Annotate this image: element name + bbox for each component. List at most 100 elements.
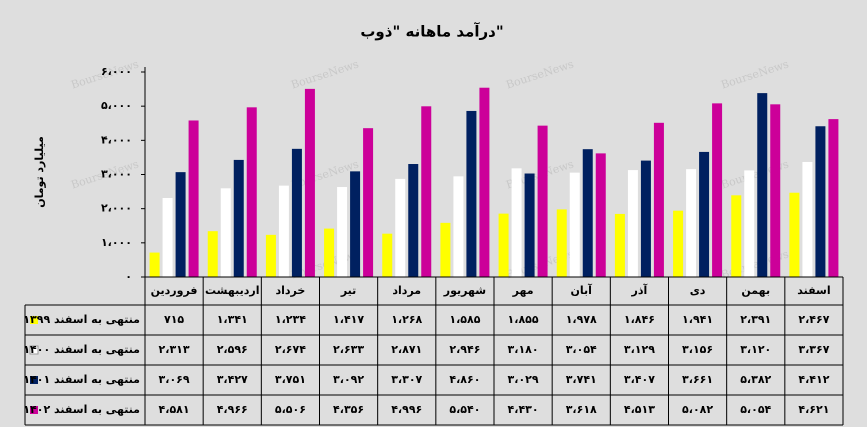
legend-swatch	[29, 345, 39, 355]
bar	[291, 148, 302, 277]
bar	[640, 160, 651, 277]
bar	[744, 170, 755, 277]
table-value: ۴،۳۵۶	[333, 403, 364, 416]
y-tick-label: ۴،۰۰۰	[101, 133, 132, 146]
bar	[686, 169, 697, 277]
table-value: ۲،۳۹۱	[740, 313, 771, 326]
bar	[453, 176, 464, 277]
bar	[382, 233, 393, 277]
table-value: ۴،۹۶۶	[217, 403, 248, 416]
bar	[246, 107, 257, 277]
table-value: ۳،۱۵۶	[682, 343, 713, 356]
category-label: اردیبهشت	[205, 284, 259, 297]
bar	[395, 178, 406, 277]
table-value: ۱،۲۳۴	[275, 313, 306, 326]
category-label: مهر	[512, 284, 534, 297]
table-value: ۲،۵۹۶	[217, 343, 248, 356]
table-value: ۴،۸۶۰	[449, 373, 480, 386]
bar	[770, 104, 781, 278]
bar	[466, 110, 477, 277]
table-value: ۳،۳۰۷	[391, 373, 422, 386]
bar	[569, 172, 580, 277]
legend-label: منتهی به اسفند ۱۴۰۲	[23, 403, 140, 416]
table-value: ۳،۶۶۱	[682, 373, 713, 386]
category-label: مرداد	[392, 284, 421, 297]
bar	[350, 171, 361, 277]
table-value: ۳،۷۴۱	[566, 373, 597, 386]
bar	[408, 164, 419, 277]
bar	[524, 173, 535, 277]
table-value: ۵،۵۴۰	[449, 403, 480, 416]
category-label: خرداد	[275, 284, 305, 297]
table-value: ۴،۴۱۲	[798, 373, 829, 386]
table-value: ۵،۳۸۲	[740, 373, 771, 386]
bar	[421, 106, 432, 277]
table-value: ۲،۸۷۱	[391, 343, 422, 356]
bar	[511, 168, 522, 277]
table-value: ۵،۵۰۶	[275, 403, 306, 416]
y-axis-label: میلیارد تومان	[33, 136, 46, 208]
legend-swatch	[30, 376, 38, 384]
bar	[757, 93, 768, 278]
chart-title: درآمد ماهانه "ذوب"	[360, 23, 503, 41]
table-value: ۳،۳۶۷	[798, 343, 829, 356]
table-value: ۱،۵۸۵	[449, 313, 480, 326]
table-value: ۳،۰۶۹	[159, 373, 190, 386]
bar	[220, 188, 231, 277]
bar	[363, 128, 374, 277]
bar	[233, 159, 244, 277]
bar	[265, 234, 276, 277]
bar	[556, 209, 567, 277]
table-value: ۳،۷۵۱	[275, 373, 306, 386]
y-tick-label: ۰	[125, 270, 132, 283]
bar	[304, 88, 315, 278]
table-value: ۱،۴۱۷	[333, 313, 364, 326]
table-value: ۲،۶۳۳	[333, 343, 364, 356]
y-tick-label: ۲،۰۰۰	[101, 202, 132, 215]
bar	[278, 185, 289, 277]
table-value: ۷۱۵	[164, 313, 184, 326]
bar	[479, 87, 490, 277]
legend-label: منتهی به اسفند ۱۳۹۹	[23, 313, 140, 326]
bar	[207, 231, 218, 277]
bar	[699, 151, 710, 277]
table-value: ۳،۰۲۹	[508, 373, 539, 386]
category-label: اسفند	[797, 284, 830, 297]
table-value: ۴،۵۱۳	[624, 403, 655, 416]
bar	[498, 213, 509, 277]
table-value: ۴،۶۲۱	[798, 403, 829, 416]
bar	[653, 122, 664, 277]
table-value: ۳،۱۲۹	[624, 343, 655, 356]
category-label: فروردین	[151, 284, 198, 297]
bar	[440, 222, 451, 277]
category-label: تیر	[340, 284, 356, 297]
table-value: ۳،۴۲۷	[217, 373, 248, 386]
category-label: دی	[690, 284, 706, 297]
bar	[673, 210, 684, 277]
legend-label: منتهی به اسفند ۱۴۰۰	[23, 343, 140, 356]
table-value: ۱،۲۶۸	[391, 313, 422, 326]
category-label: آذر	[631, 283, 648, 297]
table-value: ۳،۴۰۷	[624, 373, 655, 386]
table-value: ۴،۵۸۱	[159, 403, 190, 416]
table-value: ۱،۳۴۱	[217, 313, 248, 326]
bar	[712, 103, 723, 278]
bar	[337, 187, 348, 277]
table-value: ۳،۶۱۸	[566, 403, 597, 416]
y-tick-label: ۶،۰۰۰	[101, 65, 132, 78]
y-tick-label: ۳،۰۰۰	[101, 168, 132, 181]
table-value: ۴،۹۹۶	[391, 403, 422, 416]
table-value: ۱،۹۷۸	[566, 313, 597, 326]
bar	[149, 252, 160, 277]
bar	[627, 170, 638, 277]
table-value: ۵،۰۵۴	[740, 403, 771, 416]
bar	[789, 192, 800, 277]
table-value: ۲،۳۱۳	[159, 343, 190, 356]
table-value: ۳،۱۸۰	[508, 343, 539, 356]
table-value: ۳،۱۲۰	[740, 343, 771, 356]
category-label: بهمن	[741, 284, 770, 297]
bar	[162, 197, 173, 277]
bar	[802, 161, 813, 277]
bar	[582, 149, 593, 277]
